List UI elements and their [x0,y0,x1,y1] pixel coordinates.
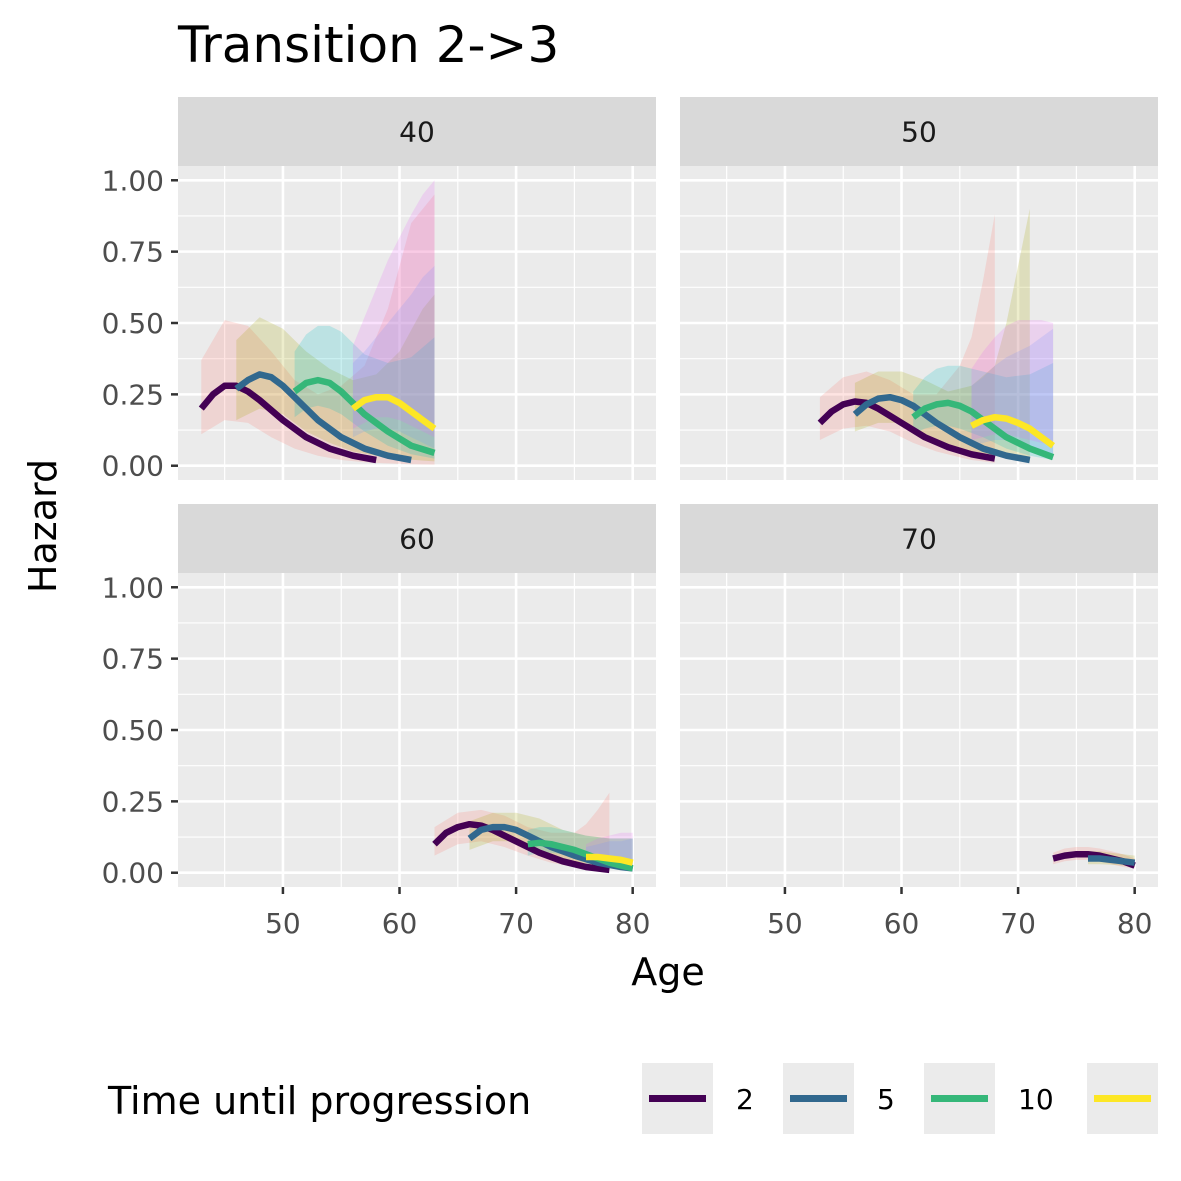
facet-strip [178,97,656,166]
facet-strip-label: 40 [399,116,435,149]
y-tick-label: 0.00 [102,450,164,483]
y-axis-title: Hazard [21,459,65,593]
facet-strip [178,504,656,573]
confidence-band [236,294,435,462]
series-line [970,413,1056,449]
facet-strip-label: 70 [901,523,937,556]
confidence-band [352,180,435,438]
x-tick-label: 80 [615,907,651,940]
y-tick-label: 0.25 [102,785,164,818]
x-tick-label: 60 [382,907,418,940]
facet-panel-60: 60 0.00 0.25 0.50 0.75 1.00 50 60 70 80 [102,504,656,940]
panels: 40 0.00 0.25 0.50 0.75 1.00 50 60 0.00 0.25 0.50 0.… [102,97,1158,940]
series-line [198,382,377,464]
y-tick-label: 1.00 [102,164,164,197]
series-line [1088,855,1136,866]
facet-panel-70: 70 50 60 70 80 [680,504,1158,940]
y-tick-label: 1.00 [102,571,164,604]
facet-strip-label: 50 [901,116,937,149]
series-line [234,371,412,464]
confidence-band [971,320,1054,446]
x-tick-label: 60 [884,907,920,940]
x-tick-label: 50 [265,907,301,940]
y-tick-label: 0.25 [102,378,164,411]
series-line [527,839,634,872]
legend-label: 10 [1018,1083,1054,1116]
series-line [350,393,437,432]
facet-strip-label: 60 [399,523,435,556]
x-axis-title: Age [631,950,705,994]
legend-label: 5 [877,1083,895,1116]
facet-strip [680,504,1158,573]
series-line [586,853,634,866]
legend: Time until progression 2 5 10 [107,1063,1158,1134]
legend-label: 2 [736,1083,754,1116]
y-tick-label: 0.75 [102,236,164,269]
series-line [292,376,436,457]
series-line [852,393,1031,464]
x-tick-label: 70 [498,907,534,940]
series-line [817,398,996,462]
x-tick-label: 50 [767,907,803,940]
confidence-band [294,325,435,459]
y-tick-label: 0.00 [102,857,164,890]
facet-panel-50: 50 [680,97,1158,480]
x-tick-label: 70 [1000,907,1036,940]
series-line [911,399,1055,461]
legend-title: Time until progression [107,1079,531,1123]
facet-panel-40: 40 0.00 0.25 0.50 0.75 1.00 [102,97,656,483]
y-tick-label: 0.75 [102,643,164,676]
y-tick-label: 0.50 [102,714,164,747]
confidence-band [352,265,435,449]
chart-title: Transition 2->3 [177,16,559,74]
x-tick-label: 80 [1117,907,1153,940]
y-tick-label: 0.50 [102,307,164,340]
facet-strip [680,97,1158,166]
confidence-band [913,363,1054,460]
